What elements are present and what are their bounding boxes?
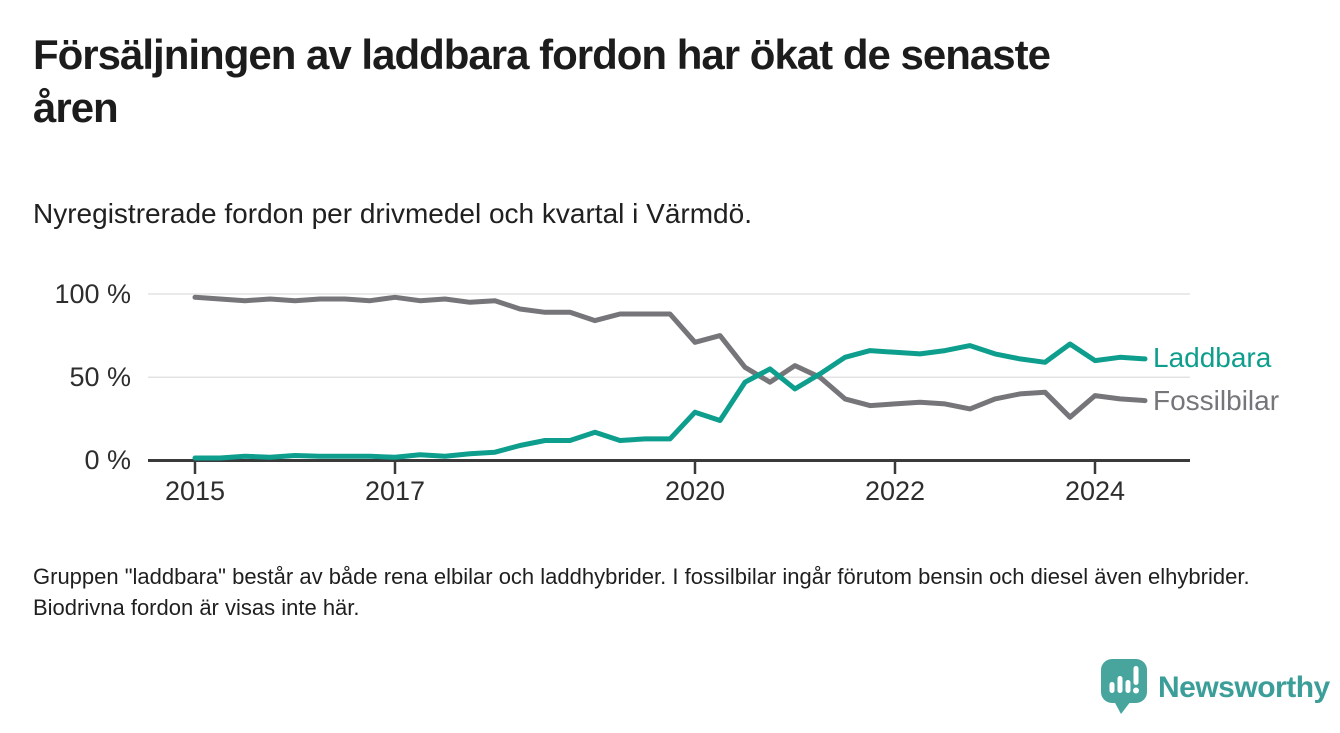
chart-subtitle: Nyregistrerade fordon per drivmedel och … bbox=[33, 198, 752, 229]
series-label-fossilbilar: Fossilbilar bbox=[1153, 385, 1279, 416]
y-axis-label-50: 50 % bbox=[69, 362, 131, 392]
page-title-line2: åren bbox=[33, 84, 119, 131]
page-title-line1: Försäljningen av laddbara fordon har öka… bbox=[33, 31, 1051, 78]
x-axis-label-2020: 2020 bbox=[665, 476, 725, 506]
chart-footnote: Gruppen "laddbara" består av både rena e… bbox=[33, 564, 1250, 620]
series-label-laddbara: Laddbara bbox=[1153, 342, 1272, 373]
series-line-laddbara bbox=[192, 341, 1148, 461]
y-axis-label-100: 100 % bbox=[54, 279, 131, 309]
x-axis-label-2024: 2024 bbox=[1065, 476, 1125, 506]
newsworthy-logo-mark-icon bbox=[1101, 659, 1147, 714]
series-line-fossilbilar bbox=[192, 294, 1148, 420]
line-chart: 100 % 50 % 0 % 2015 2017 2020 2022 2024 … bbox=[54, 279, 1279, 506]
x-axis-label-2022: 2022 bbox=[865, 476, 925, 506]
newsworthy-wordmark: Newsworthy bbox=[1158, 671, 1331, 704]
series-lines bbox=[192, 294, 1148, 461]
newsworthy-logo: Newsworthy bbox=[1101, 659, 1331, 714]
page-title: Försäljningen av laddbara fordon har öka… bbox=[33, 28, 1313, 134]
x-axis-label-2015: 2015 bbox=[165, 476, 225, 506]
y-axis-label-0: 0 % bbox=[84, 445, 131, 475]
x-axis-label-2017: 2017 bbox=[365, 476, 425, 506]
